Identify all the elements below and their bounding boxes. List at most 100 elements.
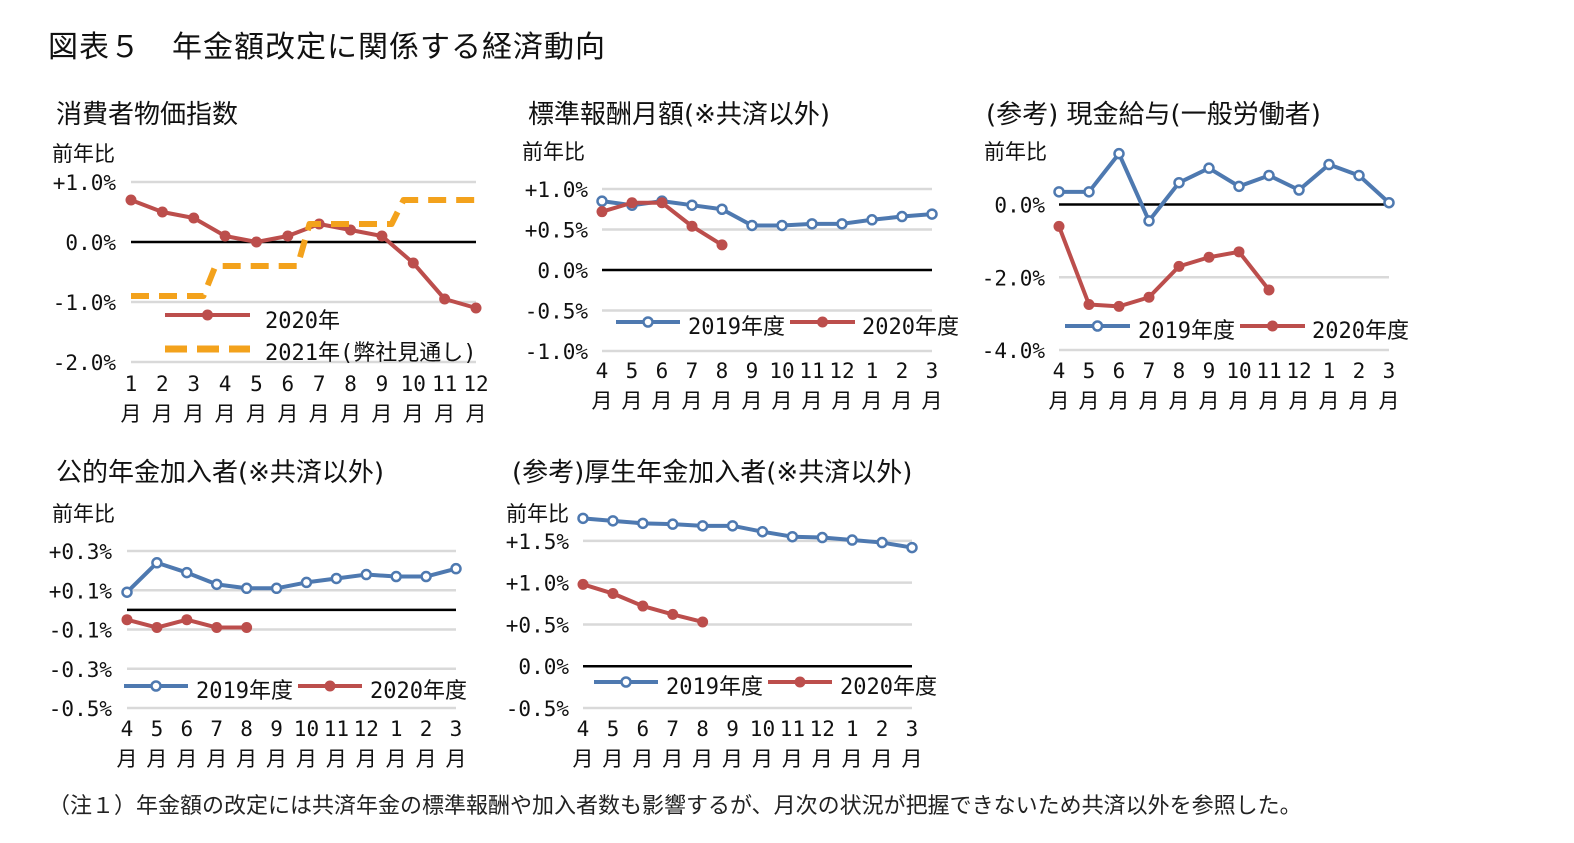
x-tick-label: 7 xyxy=(1143,359,1156,383)
x-tick-label-unit: 月 xyxy=(434,402,455,426)
data-point xyxy=(756,525,769,538)
x-tick-label-unit: 月 xyxy=(466,402,487,426)
data-point xyxy=(1293,184,1305,196)
x-tick-label-unit: 月 xyxy=(152,402,173,426)
y-tick-label: -0.1% xyxy=(49,619,113,643)
legend-marker xyxy=(1091,320,1104,332)
x-tick-label: 7 xyxy=(666,717,679,741)
data-point xyxy=(125,194,137,206)
legend-label: 2019年度 xyxy=(666,675,763,700)
data-point xyxy=(1233,246,1245,258)
x-tick-label-unit: 月 xyxy=(1319,389,1340,413)
data-point xyxy=(1233,180,1245,193)
x-tick-label-unit: 月 xyxy=(692,747,713,771)
data-point xyxy=(1323,158,1335,171)
y-axis-label-kousei: 前年比 xyxy=(506,502,569,526)
x-tick-label: 2 xyxy=(420,717,433,741)
y-tick-label: -0.3% xyxy=(49,658,113,682)
x-tick-label: 10 xyxy=(401,372,426,396)
x-tick-label: 11 xyxy=(1256,359,1281,383)
x-tick-label: 2 xyxy=(876,717,889,741)
x-tick-label-unit: 月 xyxy=(722,747,743,771)
x-tick-label: 1 xyxy=(1323,359,1336,383)
x-tick-label-unit: 月 xyxy=(309,402,330,426)
x-tick-label-unit: 月 xyxy=(266,747,287,771)
x-tick-label: 5 xyxy=(250,372,263,396)
series-line xyxy=(601,200,724,247)
x-tick-label-unit: 月 xyxy=(1349,389,1370,413)
x-tick-label: 1 xyxy=(846,717,859,741)
legend-label: 2020年度 xyxy=(370,679,467,704)
data-point xyxy=(1263,169,1275,182)
data-point xyxy=(360,568,373,581)
data-point xyxy=(121,586,133,598)
series-line xyxy=(125,560,457,594)
x-tick-label: 12 xyxy=(463,372,488,396)
y-tick-label: +0.5% xyxy=(525,219,589,243)
x-tick-label-unit: 月 xyxy=(742,389,763,413)
x-tick-label: 11 xyxy=(780,717,805,741)
chart-title-hyojun: 標準報酬月額(※共済以外) xyxy=(528,100,831,130)
data-point xyxy=(1083,299,1095,311)
data-point xyxy=(1053,186,1065,198)
data-point xyxy=(696,520,709,532)
x-tick-label: 9 xyxy=(746,359,759,383)
chart-title-kouteki: 公的年金加入者(※共済以外) xyxy=(56,458,385,488)
data-point xyxy=(577,512,589,525)
legend-label: 2019年度 xyxy=(1138,319,1235,344)
legend-label: 2020年度 xyxy=(862,315,959,340)
x-tick-label-unit: 月 xyxy=(752,747,773,771)
y-tick-label: 0.0% xyxy=(518,655,569,679)
data-point xyxy=(407,257,419,269)
y-axis-label-genkin: 前年比 xyxy=(984,140,1047,164)
x-tick-label: 8 xyxy=(1173,359,1186,383)
series-line xyxy=(601,199,933,228)
legend-label: 2020年度 xyxy=(840,675,937,700)
data-point xyxy=(211,622,223,634)
legend-marker xyxy=(324,680,336,692)
x-tick-label: 3 xyxy=(906,717,919,741)
x-tick-label: 9 xyxy=(270,717,283,741)
data-point xyxy=(726,520,739,532)
x-tick-label-unit: 月 xyxy=(1139,389,1160,413)
footnote: （注１）年金額の改定には共済年金の標準報酬や加入者数も影響するが、月次の状況が把… xyxy=(48,794,1302,819)
data-point xyxy=(577,578,589,590)
y-tick-label: -2.0% xyxy=(982,266,1046,290)
data-point xyxy=(1263,284,1275,296)
x-tick-label-unit: 月 xyxy=(832,389,853,413)
data-point xyxy=(270,582,283,595)
y-tick-label: 0.0% xyxy=(537,259,588,283)
x-tick-label: 8 xyxy=(716,359,729,383)
x-tick-label: 1 xyxy=(125,372,138,396)
data-point xyxy=(1113,300,1125,312)
data-point xyxy=(716,239,728,251)
x-tick-label: 9 xyxy=(1203,359,1216,383)
chart-title-genkin: (参考) 現金給与(一般労働者) xyxy=(986,100,1321,130)
x-tick-label-unit: 月 xyxy=(1229,389,1250,413)
data-point xyxy=(210,578,223,591)
data-point xyxy=(846,534,858,546)
x-tick-label-unit: 月 xyxy=(602,747,623,771)
x-tick-label-unit: 月 xyxy=(296,747,317,771)
data-point xyxy=(697,616,709,628)
x-tick-label-unit: 月 xyxy=(340,402,361,426)
data-point xyxy=(896,210,908,223)
x-tick-label: 6 xyxy=(180,717,193,741)
data-point xyxy=(1143,291,1155,303)
data-point xyxy=(300,576,313,589)
data-point xyxy=(181,614,193,626)
x-tick-label-unit: 月 xyxy=(121,402,142,426)
x-tick-label: 6 xyxy=(281,372,294,396)
x-tick-label: 12 xyxy=(810,717,835,741)
data-point xyxy=(746,219,758,232)
data-point xyxy=(716,203,728,215)
data-point xyxy=(439,293,451,305)
x-tick-label-unit: 月 xyxy=(812,747,833,771)
x-tick-label: 3 xyxy=(187,372,200,396)
x-tick-label-unit: 月 xyxy=(902,747,923,771)
x-tick-label-unit: 月 xyxy=(1199,389,1220,413)
legend-label: 2021年(弊社見通し) xyxy=(265,341,476,366)
x-tick-label: 12 xyxy=(354,717,379,741)
x-tick-label: 4 xyxy=(596,359,609,383)
